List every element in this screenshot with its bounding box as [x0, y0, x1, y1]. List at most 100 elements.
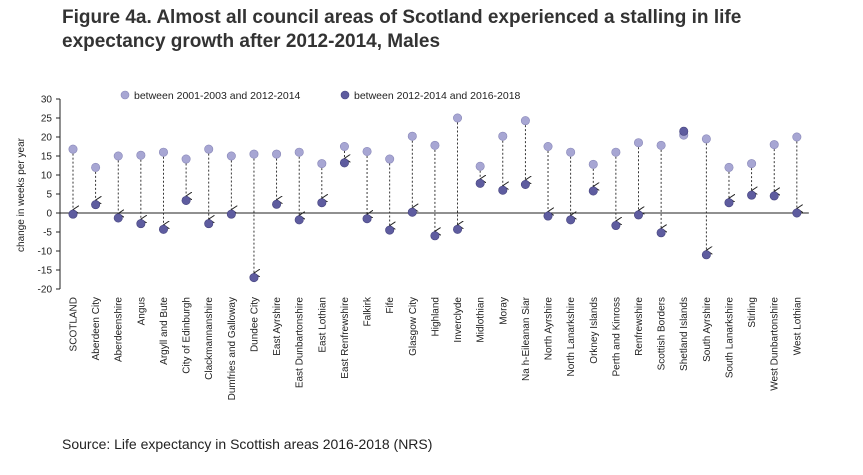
point-series-2: [294, 215, 304, 225]
point-series-2: [543, 211, 553, 221]
y-tick-label: 30: [41, 95, 53, 106]
point-series-2: [566, 215, 576, 225]
point-series-2: [158, 224, 168, 234]
y-tick-label: 25: [41, 114, 53, 125]
point-series-2: [385, 225, 395, 235]
x-tick-label: Falkirk: [363, 296, 374, 326]
x-tick-label: East Ayrshire: [272, 297, 283, 356]
point-series-2: [91, 200, 101, 210]
point-series-2: [701, 250, 711, 260]
x-tick-label: Clackmannanshire: [204, 297, 215, 380]
x-tick-label: City of Edinburgh: [182, 297, 193, 374]
legend-marker-series-2: [340, 90, 350, 100]
y-tick-label: 20: [41, 133, 53, 144]
y-tick-label: -5: [43, 228, 52, 239]
legend-marker-series-1: [120, 90, 130, 100]
x-tick-label: Na h-Eileanan Siar: [521, 296, 532, 381]
point-series-2: [588, 186, 598, 196]
point-series-1: [339, 142, 349, 152]
x-tick-label: Perth and Kinross: [611, 297, 622, 377]
point-series-1: [656, 140, 666, 150]
point-series-2: [747, 190, 757, 200]
x-tick-label: Argyll and Bute: [159, 297, 170, 365]
point-series-2: [204, 219, 214, 229]
y-tick-label: -15: [38, 266, 53, 277]
point-series-2: [272, 199, 282, 209]
x-tick-label: South Ayrshire: [702, 297, 713, 362]
x-tick-label: West Lothian: [792, 297, 803, 355]
point-series-1: [294, 147, 304, 157]
point-series-2: [679, 126, 689, 136]
point-series-1: [362, 146, 372, 156]
point-series-1: [385, 154, 395, 164]
point-series-2: [498, 185, 508, 195]
y-tick-label: 15: [41, 152, 53, 163]
point-series-1: [747, 159, 757, 169]
point-series-2: [339, 158, 349, 168]
point-series-1: [633, 138, 643, 148]
point-series-2: [453, 224, 463, 234]
point-series-1: [792, 132, 802, 142]
point-series-1: [91, 162, 101, 172]
point-series-1: [724, 162, 734, 172]
point-series-1: [520, 116, 530, 126]
point-series-2: [249, 273, 259, 283]
point-series-1: [181, 154, 191, 164]
x-tick-label: South Lanarkshire: [724, 297, 735, 379]
y-tick-label: -20: [38, 285, 53, 296]
point-series-1: [611, 147, 621, 157]
x-tick-label: Dumfries and Galloway: [227, 297, 238, 400]
point-series-1: [68, 144, 78, 154]
x-tick-label: Inverclyde: [453, 297, 464, 343]
x-tick-label: Fife: [385, 297, 396, 314]
x-tick-label: Renfrewshire: [634, 297, 645, 356]
x-tick-label: Stirling: [747, 297, 758, 328]
y-tick-label: 10: [41, 171, 53, 182]
legend-label-series-1: between 2001-2003 and 2012-2014: [134, 90, 301, 102]
plot-area: 30 25 20 15 10 5 0 -5 -10 -15 -20 SCOTLAND Aberdeen …: [38, 95, 809, 400]
x-tick-label: Moray: [498, 297, 509, 325]
y-axis-label: change in weeks per year: [16, 137, 27, 252]
point-series-1: [317, 159, 327, 169]
x-tick-label: Aberdeen City: [91, 297, 102, 360]
point-series-1: [498, 131, 508, 141]
point-series-2: [769, 191, 779, 201]
point-series-1: [475, 161, 485, 171]
point-series-2: [317, 198, 327, 208]
point-series-1: [543, 142, 553, 152]
x-tick-label: Shetland Islands: [679, 297, 690, 371]
x-tick-label: Dundee City: [249, 297, 260, 352]
point-series-2: [407, 207, 417, 217]
point-series-1: [407, 131, 417, 141]
x-tick-label: SCOTLAND: [69, 297, 80, 351]
point-series-1: [588, 159, 598, 169]
legend-label-series-2: between 2012-2014 and 2016-2018: [354, 90, 521, 102]
x-tick-label: East Dunbartonshire: [295, 297, 306, 389]
x-tick-label: Highland: [430, 297, 441, 336]
y-tick-label: -10: [38, 247, 53, 258]
point-series-1: [136, 150, 146, 160]
point-series-1: [453, 113, 463, 123]
x-tick-label: Midlothian: [476, 297, 487, 343]
x-tick-label: East Lothian: [317, 297, 328, 353]
y-tick-label: 0: [46, 209, 52, 220]
point-series-2: [792, 208, 802, 218]
point-series-2: [430, 231, 440, 241]
point-series-2: [475, 178, 485, 188]
x-tick-label: Scottish Borders: [657, 297, 668, 370]
point-series-2: [136, 219, 146, 229]
point-series-1: [204, 144, 214, 154]
point-series-1: [701, 134, 711, 144]
legend: between 2001-2003 and 2012-2014 between …: [120, 90, 521, 102]
x-tick-label: East Renfrewshire: [340, 297, 351, 379]
point-series-1: [566, 147, 576, 157]
y-tick-label: 5: [46, 190, 52, 201]
point-series-2: [633, 210, 643, 220]
point-series-2: [113, 213, 123, 223]
x-tick-label: Angus: [136, 297, 147, 325]
x-tick-label: North Ayrshire: [544, 297, 555, 361]
point-series-1: [226, 151, 236, 161]
point-series-2: [656, 228, 666, 238]
source-note: Source: Life expectancy in Scottish area…: [62, 436, 433, 452]
